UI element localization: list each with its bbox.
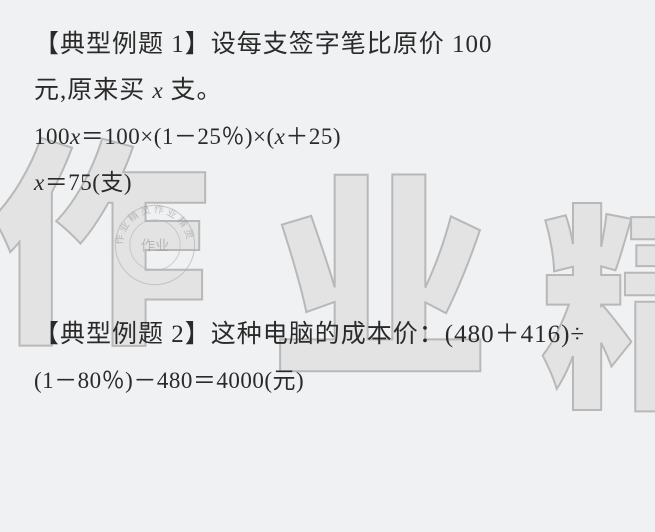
ex2-line2-text: (1－80％)－480＝4000(元) [34, 368, 304, 393]
ex2-line1-rest: 这种电脑的成本价：(480＋416)÷ [211, 321, 585, 348]
ex1-line1: 【典型例题 1】设每支签字笔比原价 100 [34, 22, 627, 68]
ex2-line2: (1－80％)－480＝4000(元) [34, 358, 627, 404]
ex1-eq2: x＝75(支) [34, 160, 627, 206]
ex1-eq1-mid: ＝100×(1－25％)×( [81, 124, 275, 149]
ex1-eq1-var1: x [70, 124, 81, 149]
ex1-eq2-rest: ＝75(支) [45, 170, 132, 195]
ex1-eq1-post: ＋25) [285, 124, 341, 149]
page-content: 【典型例题 1】设每支签字笔比原价 100 元,原来买 x 支。 100x＝10… [0, 0, 655, 532]
ex2-heading: 【典型例题 2】 [34, 321, 211, 348]
ex1-eq2-var: x [34, 170, 45, 195]
ex1-line2: 元,原来买 x 支。 [34, 68, 627, 114]
ex1-eq1-pre: 100 [34, 124, 70, 149]
ex1-line2-post: 支。 [163, 77, 222, 104]
ex1-eq1: 100x＝100×(1－25％)×(x＋25) [34, 114, 627, 160]
ex1-line1-rest: 设每支签字笔比原价 100 [211, 31, 493, 58]
ex1-heading: 【典型例题 1】 [34, 31, 211, 58]
ex1-line2-var: x [153, 78, 164, 103]
ex2-line1: 【典型例题 2】这种电脑的成本价：(480＋416)÷ [34, 312, 627, 358]
ex1-eq1-var2: x [275, 124, 286, 149]
ex1-line2-pre: 元,原来买 [34, 77, 153, 104]
